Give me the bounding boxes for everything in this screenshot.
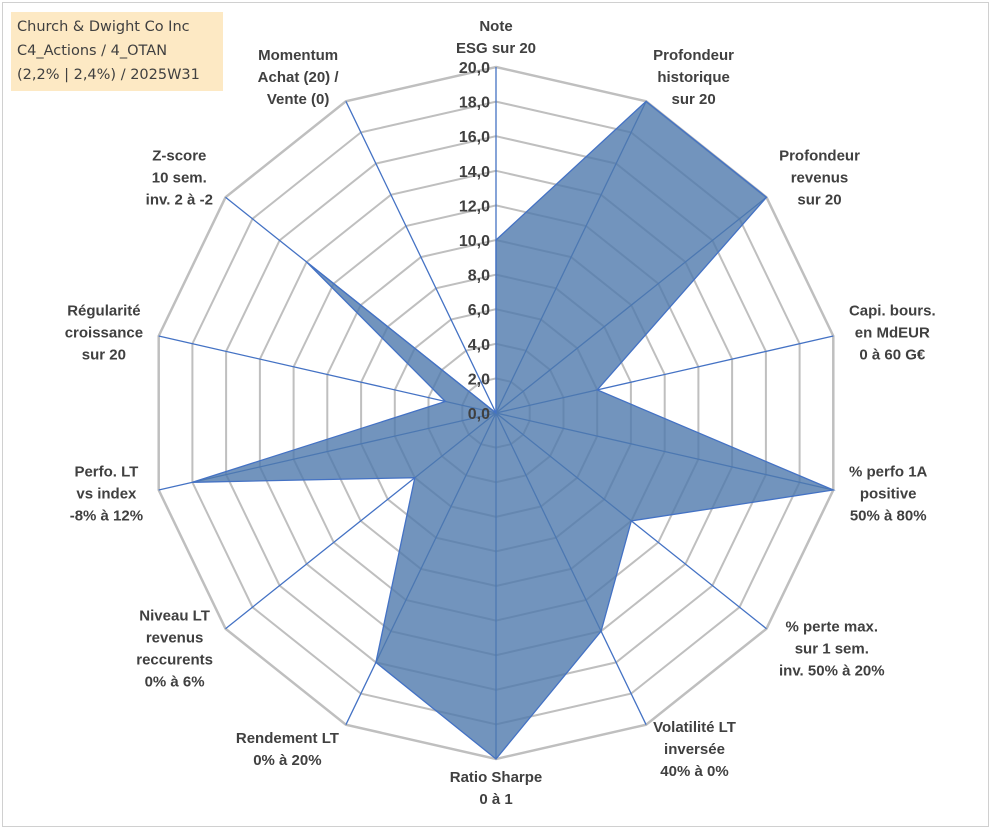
axis-label-7-line-1: 0 à 1 — [479, 791, 512, 808]
axis-label-3-line-1: en MdEUR — [855, 324, 930, 341]
tick-label-1: 2,0 — [468, 371, 490, 388]
axis-label-9-line-1: revenus — [146, 630, 204, 647]
axis-label-10-line-1: vs index — [76, 486, 137, 503]
axis-label-4: % perfo 1A positive 50% à 80% — [849, 464, 928, 525]
axis-label-4-line-0: % perfo 1A — [849, 464, 928, 481]
axis-label-3: Capi. bours. en MdEUR 0 à 60 G€ — [849, 302, 936, 363]
info-line-period: (2,2% | 2,4%) / 2025W31 — [17, 67, 200, 83]
series-area — [192, 100, 836, 760]
tick-label-3: 6,0 — [468, 302, 490, 319]
axis-label-1-line-1: historique — [657, 69, 730, 86]
svg-text:% perte max.sur 1 sem.inv. 50%: % perte max. sur 1 sem. inv. 50% à 20% — [779, 619, 885, 680]
axis-label-0-line-0: Note — [479, 18, 512, 35]
axis-label-4-line-1: positive — [860, 486, 917, 503]
axis-label-6-line-0: Volatilité LT — [653, 719, 736, 736]
svg-text:Rendement LT0% à 20%: Rendement LT 0% à 20% — [236, 730, 339, 769]
tick-label-10: 20,0 — [459, 60, 490, 77]
axis-label-13: Momentum Achat (20) / Vente (0) — [258, 47, 340, 108]
axis-label-9: Niveau LT revenus reccurents 0% à 6% — [136, 608, 213, 691]
axis-label-3-line-0: Capi. bours. — [849, 302, 936, 319]
axis-label-0-line-1: ESG sur 20 — [456, 40, 536, 57]
axis-label-10: Perfo. LT vs index -8% à 12% — [70, 464, 143, 525]
axis-label-8-line-1: 0% à 20% — [253, 752, 321, 769]
axis-label-3-line-2: 0 à 60 G€ — [859, 346, 926, 363]
axis-label-11-line-1: croissance — [65, 324, 143, 341]
axis-label-0: Note ESG sur 20 — [456, 18, 536, 57]
tick-label-0: 0,0 — [468, 406, 490, 423]
info-line-category: C4_Actions / 4_OTAN — [17, 43, 168, 59]
axis-label-2-line-1: revenus — [791, 169, 849, 186]
axis-label-6-line-1: inversée — [664, 741, 725, 758]
axis-label-2-line-0: Profondeur — [779, 147, 860, 164]
info-line-company: Church & Dwight Co Inc — [17, 19, 190, 35]
axis-label-7-line-0: Ratio Sharpe — [450, 769, 543, 786]
info-box: Church & Dwight Co Inc C4_Actions / 4_OT… — [11, 12, 223, 91]
radar-series — [192, 100, 836, 760]
axis-label-12-line-0: Z-score — [152, 147, 206, 164]
axis-label-10-line-0: Perfo. LT — [74, 464, 138, 481]
axis-label-6-line-2: 40% à 0% — [660, 763, 728, 780]
axis-label-11: Régularité croissance sur 20 — [65, 302, 143, 363]
axis-label-12-line-1: 10 sem. — [152, 169, 207, 186]
axis-label-5: % perte max. sur 1 sem. inv. 50% à 20% — [779, 619, 885, 680]
axis-label-5-line-1: sur 1 sem. — [795, 641, 869, 658]
tick-label-9: 18,0 — [459, 95, 490, 112]
tick-label-4: 8,0 — [468, 268, 490, 285]
radar-axis-labels: Note ESG sur 20 Profondeur historique sur 20… — [65, 18, 936, 808]
axis-label-12-line-2: inv. 2 à -2 — [146, 191, 213, 208]
axis-label-1-line-0: Profondeur — [653, 47, 734, 64]
tick-label-2: 4,0 — [468, 337, 490, 354]
tick-label-6: 12,0 — [459, 198, 490, 215]
axis-label-9-line-0: Niveau LT — [139, 608, 210, 625]
axis-label-8: Rendement LT 0% à 20% — [236, 730, 339, 769]
radar-tick-labels: 0,0 2,0 4,0 6,0 8,0 10,0 12,0 14,0 16,0 18,0 20,0 — [459, 60, 490, 423]
axis-label-7: Ratio Sharpe 0 à 1 — [450, 769, 543, 808]
axis-label-11-line-0: Régularité — [67, 302, 140, 319]
axis-label-11-line-2: sur 20 — [82, 346, 126, 363]
axis-label-13-line-2: Vente (0) — [267, 91, 330, 108]
axis-label-13-line-0: Momentum — [258, 47, 338, 64]
axis-label-9-line-2: reccurents — [136, 652, 213, 669]
tick-label-5: 10,0 — [459, 233, 490, 250]
axis-label-13-line-1: Achat (20) / — [258, 69, 340, 86]
axis-label-5-line-0: % perte max. — [786, 619, 879, 636]
axis-label-1: Profondeur historique sur 20 — [653, 47, 734, 108]
axis-label-4-line-2: 50% à 80% — [850, 508, 927, 525]
axis-label-8-line-0: Rendement LT — [236, 730, 339, 747]
tick-label-7: 14,0 — [459, 164, 490, 181]
axis-label-12: Z-score 10 sem. inv. 2 à -2 — [146, 147, 213, 208]
axis-label-5-line-2: inv. 50% à 20% — [779, 663, 885, 680]
tick-label-8: 16,0 — [459, 129, 490, 146]
axis-label-2-line-2: sur 20 — [797, 191, 841, 208]
axis-label-2: Profondeur revenus sur 20 — [779, 147, 860, 208]
axis-label-6: Volatilité LT inversée 40% à 0% — [653, 719, 736, 780]
axis-label-10-line-2: -8% à 12% — [70, 508, 143, 525]
axis-label-9-line-3: 0% à 6% — [145, 674, 205, 691]
spoke-13 — [345, 101, 497, 414]
spoke-11 — [158, 335, 497, 414]
axis-label-1-line-2: sur 20 — [671, 91, 715, 108]
